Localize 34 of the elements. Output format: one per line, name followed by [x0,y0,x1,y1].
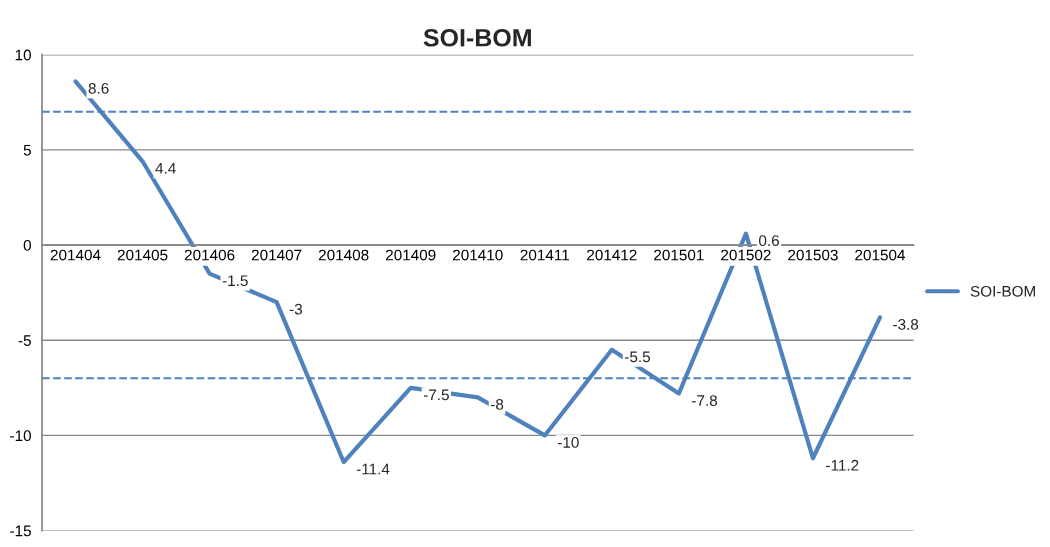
data-label: -11.4 [356,463,390,475]
x-tick-label: 201503 [788,249,838,261]
y-tick-label: -15 [10,525,31,537]
data-label: -3.8 [893,319,919,330]
data-label: 8.6 [88,82,109,94]
y-tick-label: 0 [23,239,31,251]
data-label: -3 [289,303,303,315]
x-tick-label: 201501 [654,249,704,261]
x-tick-label: 201407 [251,249,302,261]
data-label: 0.6 [759,235,779,247]
data-label: -7.8 [692,395,718,406]
x-tick-label: 201502 [721,249,771,261]
x-tick-label: 201411 [520,249,569,261]
data-label: -7.5 [423,389,449,401]
x-tick-label: 201409 [385,249,436,261]
data-label: -5.5 [625,351,651,363]
chart-title: SOI-BOM [423,28,531,47]
x-tick-label: 201410 [453,249,503,261]
data-label: -1.5 [222,275,248,287]
y-tick-label: 10 [15,49,31,61]
data-label: 4.4 [155,163,176,174]
y-tick-label: -10 [10,430,31,442]
x-tick-label: 201504 [855,249,906,261]
data-label: -11.2 [826,459,859,471]
data-label: -10 [557,437,579,448]
x-tick-label: 201404 [50,249,101,261]
y-tick-label: -5 [18,335,31,346]
x-tick-label: 201408 [318,249,369,261]
data-label: -8 [490,398,504,410]
y-tick-label: 5 [23,144,31,156]
x-tick-label: 201406 [184,249,235,261]
x-tick-label: 201405 [117,249,168,261]
x-tick-label: 201412 [587,249,637,261]
legend-label: SOI-BOM [970,285,1035,297]
